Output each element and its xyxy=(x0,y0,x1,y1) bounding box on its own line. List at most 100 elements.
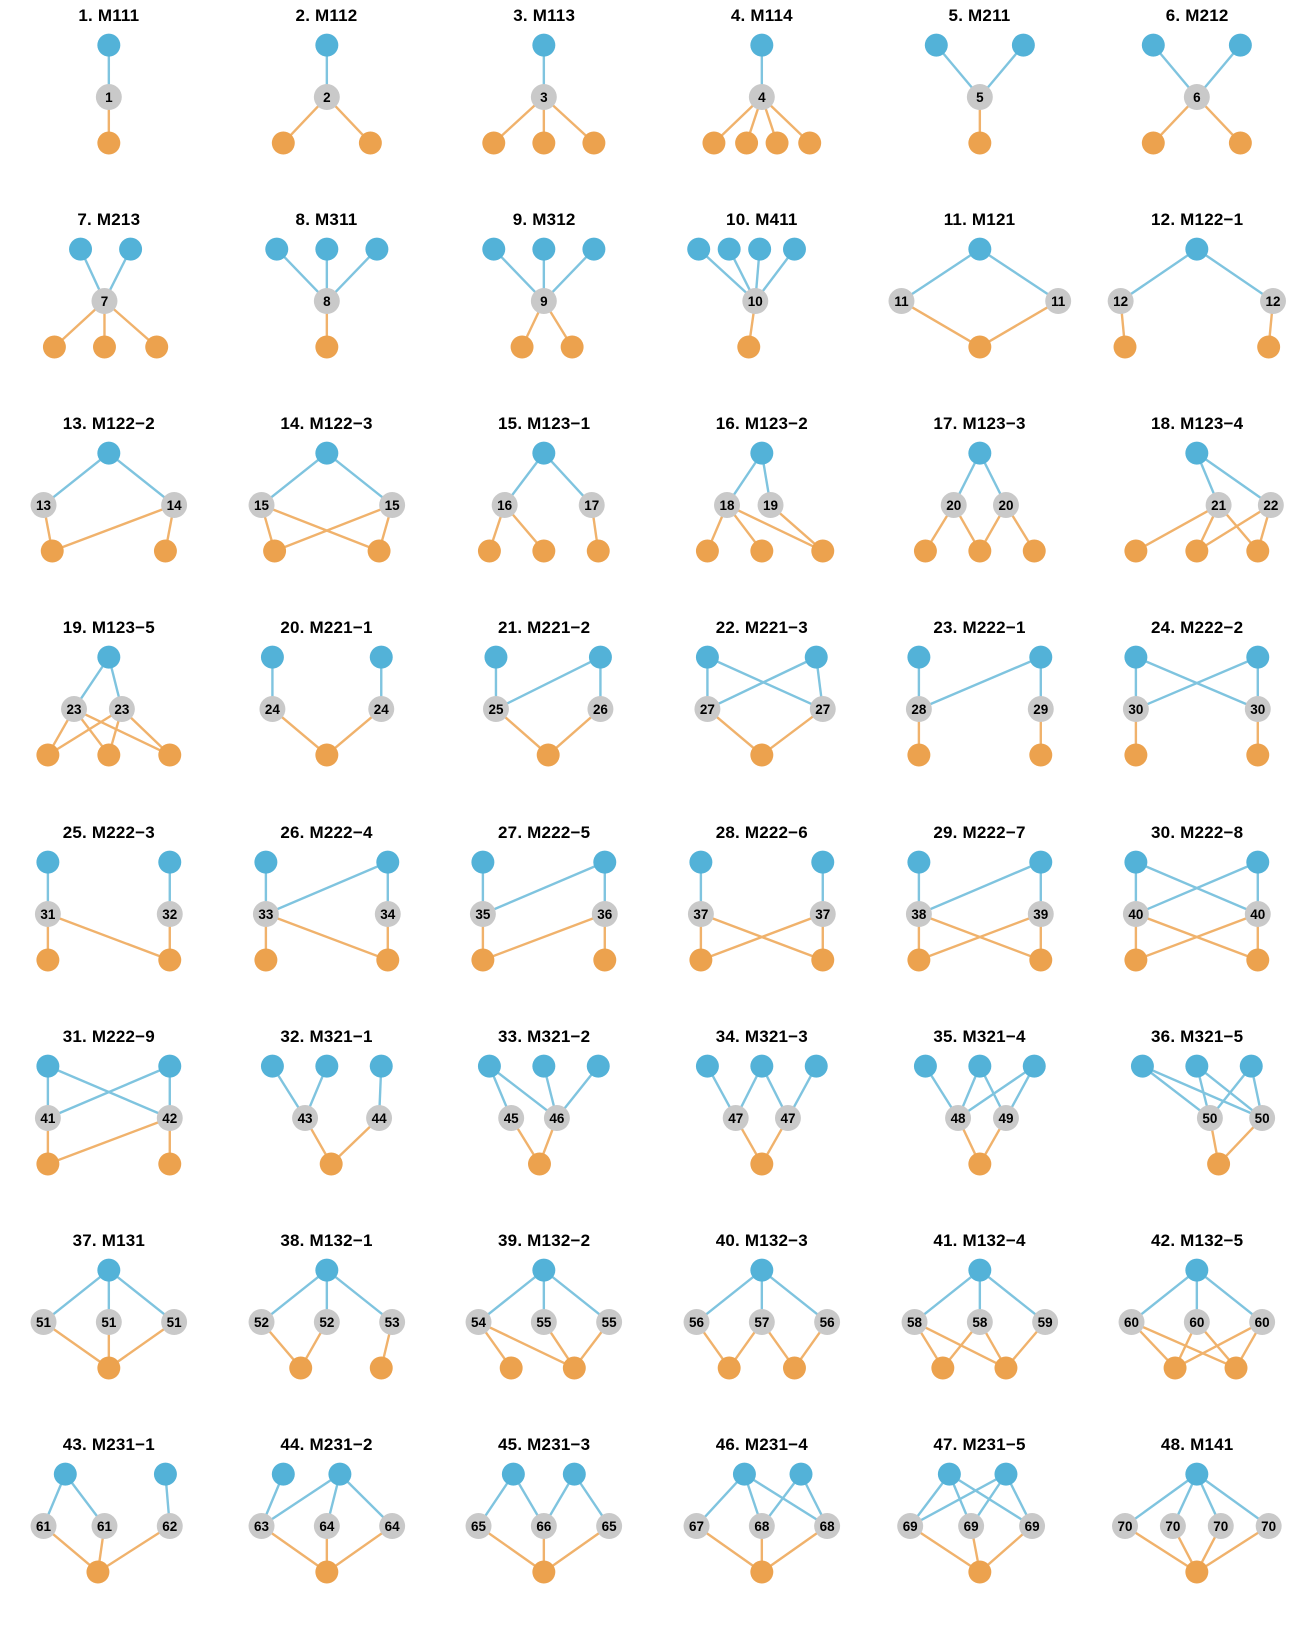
top-node xyxy=(587,1054,611,1078)
motif-title: 18. M123−4 xyxy=(1151,414,1244,434)
orange-edge xyxy=(1124,1524,1198,1573)
bottom-node xyxy=(92,335,116,359)
motif-panel-9: 9. M312 9 xyxy=(435,204,653,408)
mid-node xyxy=(814,1308,841,1335)
motif-title: 12. M122−1 xyxy=(1151,210,1244,230)
mid-node-label: 57 xyxy=(754,1315,769,1330)
mid-node xyxy=(748,84,775,111)
bottom-node xyxy=(315,335,338,359)
motif-panel-6: 6. M212 6 xyxy=(1088,0,1306,204)
bottom-node xyxy=(582,131,606,155)
mid-node xyxy=(1112,1512,1139,1539)
mid-node-label: 47 xyxy=(780,1110,795,1125)
bottom-node xyxy=(36,743,60,767)
motif-title: 13. M122−2 xyxy=(62,414,155,434)
mid-node-label: 7 xyxy=(101,294,109,309)
orange-edge xyxy=(42,1320,110,1369)
motif-title: 45. M231−3 xyxy=(498,1434,591,1454)
bottom-node xyxy=(1022,539,1046,563)
mid-node-label: 64 xyxy=(319,1519,334,1534)
top-node xyxy=(924,33,948,57)
mid-node xyxy=(465,1512,492,1539)
mid-node-label: 58 xyxy=(972,1315,987,1330)
mid-node-label: 4 xyxy=(758,90,766,105)
motif-title: 44. M231−2 xyxy=(280,1434,373,1454)
mid-node-label: 61 xyxy=(36,1519,51,1534)
orange-edge xyxy=(700,912,824,961)
mid-node-label: 53 xyxy=(384,1315,399,1330)
motif-title: 19. M123−5 xyxy=(62,618,155,638)
bottom-node xyxy=(1124,539,1148,563)
mid-node-label: 3 xyxy=(540,90,548,105)
motif-panel-5: 5. M211 5 xyxy=(871,0,1089,204)
motif-graph: 61 61 62 xyxy=(30,1462,183,1584)
motif-graph: 3 xyxy=(482,33,606,155)
top-node xyxy=(968,441,991,465)
orange-edge xyxy=(1135,912,1259,961)
mid-node-label: 58 xyxy=(907,1315,922,1330)
mid-node xyxy=(259,696,286,723)
motif-title: 40. M132−3 xyxy=(715,1230,808,1250)
motif-title: 42. M132−5 xyxy=(1151,1230,1244,1250)
bottom-node xyxy=(1163,1356,1187,1380)
bottom-node xyxy=(798,131,822,155)
motif-title: 41. M132−4 xyxy=(933,1230,1026,1250)
mid-node-label: 70 xyxy=(1214,1519,1229,1534)
bottom-node xyxy=(968,1152,991,1176)
motif-title: 10. M411 xyxy=(726,210,798,230)
mid-node-label: 40 xyxy=(1129,906,1144,921)
mid-node-label: 49 xyxy=(998,1110,1013,1125)
motif-graph: 23 23 xyxy=(36,646,182,767)
top-node xyxy=(328,1462,352,1486)
mid-node-label: 69 xyxy=(963,1519,978,1534)
top-node xyxy=(532,1054,556,1078)
blue-edge xyxy=(695,1268,763,1323)
top-node xyxy=(750,1054,774,1078)
motif-panel-40: 40. M132−3 56 57 56 xyxy=(653,1225,871,1429)
mid-node xyxy=(1197,1104,1224,1131)
mid-node-label: 19 xyxy=(763,498,778,513)
top-node xyxy=(804,1054,828,1078)
motif-panel-17: 17. M123−3 20 20 xyxy=(871,408,1089,612)
top-node xyxy=(1185,1462,1209,1486)
blue-edge xyxy=(489,1064,558,1119)
motif-panel-34: 34. M321−3 47 47 xyxy=(653,1021,871,1225)
top-node xyxy=(695,646,719,669)
bottom-node xyxy=(1185,1560,1209,1584)
mid-node xyxy=(596,1512,623,1539)
top-node xyxy=(97,646,121,669)
bottom-node xyxy=(1246,743,1270,767)
orange-edge xyxy=(978,300,1059,349)
motif-panel-39: 39. M132−2 54 55 55 xyxy=(435,1225,653,1429)
mid-node-label: 50 xyxy=(1203,1110,1218,1125)
orange-edge xyxy=(325,1524,393,1573)
mid-node-label: 30 xyxy=(1129,702,1144,717)
top-node xyxy=(271,1462,295,1486)
top-node xyxy=(532,33,556,57)
mid-node-label: 68 xyxy=(820,1519,835,1534)
top-node xyxy=(482,237,506,261)
bottom-node xyxy=(689,947,713,971)
mid-node-label: 51 xyxy=(36,1315,51,1330)
mid-node xyxy=(378,1512,405,1539)
mid-node xyxy=(1258,492,1285,519)
top-node xyxy=(36,850,60,874)
top-node xyxy=(532,237,556,261)
mid-node-label: 2 xyxy=(323,90,331,105)
blue-edge xyxy=(706,656,824,711)
motif-graph: 15 15 xyxy=(248,441,405,563)
mid-node xyxy=(161,1308,188,1335)
top-node xyxy=(1185,1054,1209,1078)
mid-node-label: 13 xyxy=(36,498,51,513)
motif-graph: 25 26 xyxy=(483,646,614,767)
bottom-node xyxy=(994,1356,1018,1380)
mid-node-label: 40 xyxy=(1251,906,1266,921)
bottom-node xyxy=(717,1356,741,1380)
mid-node xyxy=(1249,1308,1276,1335)
top-node xyxy=(589,646,613,669)
mid-node xyxy=(544,1104,571,1131)
motif-title: 37. M131 xyxy=(72,1230,146,1250)
mid-node xyxy=(966,84,993,111)
bottom-node xyxy=(1028,947,1052,971)
bottom-node xyxy=(86,1560,110,1584)
